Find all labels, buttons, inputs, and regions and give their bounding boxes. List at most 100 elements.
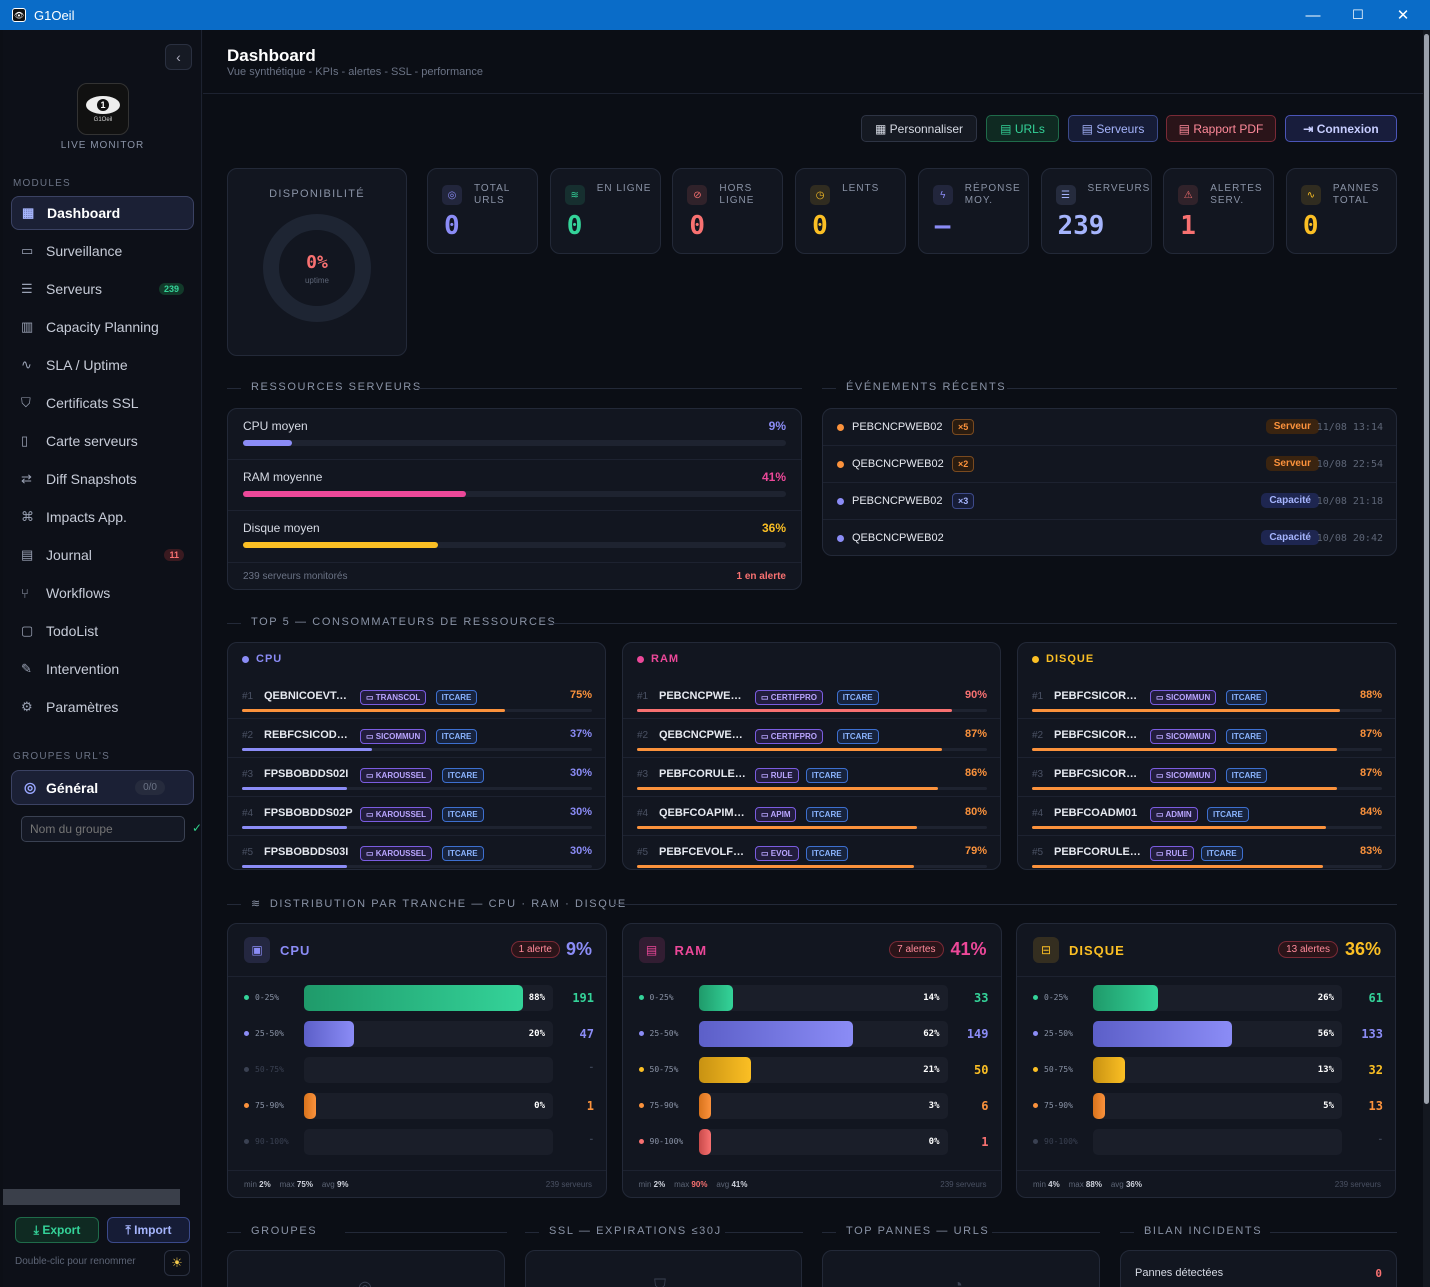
range-count: 191 (572, 991, 594, 1005)
cpu-icon: ▣ (244, 937, 270, 963)
import-button[interactable]: ⤒ Import (107, 1217, 190, 1243)
sidebar-item-intervention[interactable]: ✎ Intervention (11, 652, 194, 686)
top5-row[interactable]: #5 PEBFCEVOLFR… ▭ EVOL ITCARE 79% (637, 836, 987, 875)
globe-icon: ◎ (442, 185, 462, 205)
serveurs-button[interactable]: ▤ Serveurs (1068, 115, 1158, 142)
top5-row[interactable]: #1 PEBFCSICORD… ▭ SICOMMUN ITCARE 88% (1018, 680, 1395, 719)
usage-bar-fill (637, 787, 938, 790)
group-item-general[interactable]: ◎ Général 0/0 (11, 770, 194, 805)
group-count: 0/0 (135, 780, 165, 795)
close-button[interactable]: ✕ (1396, 7, 1410, 24)
sidebar-item-surveillance[interactable]: ▭ Surveillance (11, 234, 194, 268)
top5-row[interactable]: #5 FPSBOBDDS03I ▭ KAROUSSEL ITCARE 30% (242, 836, 592, 875)
top5-row[interactable]: #2 REBFCSICODB… ▭ SICOMMUN ITCARE 37% (228, 719, 605, 758)
sidebar-item-sla-uptime[interactable]: ∿ SLA / Uptime (11, 348, 194, 382)
server-name: FPSBOBDDS02P (264, 807, 353, 819)
window-title: G1Oeil (34, 7, 75, 23)
scrollbar-thumb[interactable] (1424, 34, 1429, 1104)
vertical-scrollbar[interactable] (1423, 30, 1430, 1287)
top5-row[interactable]: #1 PEBCNCPWEB… ▭ CERTIFPRO ITCARE 90% (623, 680, 1000, 719)
tag-icon: ▭ (1156, 810, 1166, 819)
sidebar-item-impacts-app-[interactable]: ⌘ Impacts App. (11, 500, 194, 534)
usage-bar (242, 826, 592, 829)
tag-icon: ▭ (1156, 693, 1166, 702)
globe-icon: ◎ (358, 1277, 372, 1287)
usage-bar-fill (1032, 787, 1337, 790)
top5-row[interactable]: #3 PEBFCORULEE… ▭ RULE ITCARE 86% (623, 758, 1000, 797)
event-status-dot (837, 535, 844, 542)
usage-value: 90% (964, 689, 987, 701)
minimize-button[interactable]: — (1305, 6, 1321, 24)
usage-value: 30% (569, 845, 592, 857)
tag-icon: ▭ (761, 771, 771, 780)
sidebar-item-diff-snapshots[interactable]: ⇄ Diff Snapshots (11, 462, 194, 496)
range-percent: 21% (923, 1065, 940, 1075)
tag-icon: ▭ (1156, 771, 1166, 780)
horizontal-scrollbar[interactable] (3, 1189, 180, 1205)
team-badge: ITCARE (1225, 690, 1268, 705)
rank: #1 (1032, 691, 1044, 702)
tag-icon: ▭ (761, 732, 771, 741)
urls-button[interactable]: ▤ URLs (986, 115, 1059, 142)
range-dot (638, 995, 644, 1000)
sidebar-item-label: Workflows (46, 585, 111, 601)
range-dot (638, 1139, 644, 1144)
sidebar-item-journal[interactable]: ▤ Journal 11 (11, 538, 194, 572)
range-bar-fill (304, 985, 524, 1011)
range-count: 133 (1361, 1027, 1383, 1041)
range-bar-fill (1093, 985, 1158, 1011)
top5-panel-cpu: CPU #1 QEBNICOEVTA… ▭ TRANSCOL ITCARE 75% #2 RE… (227, 642, 606, 870)
group-name-input[interactable] (21, 816, 185, 842)
theme-toggle-sun-icon[interactable]: ☀ (164, 1250, 190, 1276)
personnaliser-button[interactable]: ▦ Personnaliser (861, 115, 977, 142)
sidebar-item-dashboard[interactable]: ▦ Dashboard (11, 196, 194, 230)
sidebar-item-serveurs[interactable]: ☰ Serveurs 239 (11, 272, 194, 306)
team-badge: ITCARE (805, 846, 848, 861)
event-row[interactable]: PEBCNCPWEB02 ×5 Serveur 11/08 13:14 (823, 409, 1396, 446)
top5-row[interactable]: #5 PEBFCORULEE… ▭ RULE ITCARE 83% (1032, 836, 1382, 875)
event-multiplier: ×3 (952, 493, 975, 509)
sidebar-item-workflows[interactable]: ⑂ Workflows (11, 576, 194, 610)
sidebar-item-todolist[interactable]: ▢ TodoList (11, 614, 194, 648)
range-label: 90-100% (255, 1137, 289, 1146)
tag-icon: ▭ (366, 732, 376, 741)
top5-row[interactable]: #3 PEBFCSICORD… ▭ SICOMMUN ITCARE 87% (1018, 758, 1395, 797)
team-badge: ITCARE (836, 690, 879, 705)
kpi-label: EN LIGNE (596, 183, 652, 194)
rapport-pdf-button[interactable]: ▤ Rapport PDF (1166, 115, 1276, 142)
event-row[interactable]: PEBCNCPWEB02 ×3 Capacité 10/08 21:18 (823, 483, 1396, 520)
top5-row[interactable]: #1 QEBNICOEVTA… ▭ TRANSCOL ITCARE 75% (228, 680, 605, 719)
collapse-sidebar-button[interactable]: ‹ (165, 44, 192, 70)
event-type-badge: Serveur (1265, 419, 1319, 434)
sidebar-item-label: Certificats SSL (46, 395, 139, 411)
range-percent: 0% (534, 1101, 545, 1111)
kpi-value: 0 (444, 211, 460, 241)
event-row[interactable]: QEBCNCPWEB02 ×2 Serveur 10/08 22:54 (823, 446, 1396, 483)
sidebar: ‹ 1 G1Oeil LIVE MONITOR MODULES ▦ Dashboa… (3, 30, 202, 1287)
sidebar-item-capacity-planning[interactable]: ▥ Capacity Planning (11, 310, 194, 344)
top5-row[interactable]: #2 QEBCNCPWEB… ▭ CERTIFPRO ITCARE 87% (623, 719, 1000, 758)
groups-label: GROUPES URL'S (13, 751, 110, 762)
check-icon[interactable]: ✓ (192, 821, 203, 835)
sidebar-item-param-tres[interactable]: ⚙ Paramètres (11, 690, 194, 724)
top5-panel-disque: DISQUE #1 PEBFCSICORD… ▭ SICOMMUN ITCARE 88% #… (1017, 642, 1396, 870)
sidebar-item-certificats-ssl[interactable]: ⛉ Certificats SSL (11, 386, 194, 420)
kpi-card-en-ligne: ≋ EN LIGNE 0 (549, 168, 661, 254)
top5-row[interactable]: #4 FPSBOBDDS02P ▭ KAROUSSEL ITCARE 30% (228, 797, 605, 836)
range-bar: 56% (1093, 1021, 1342, 1047)
maximize-button[interactable]: ☐ (1352, 7, 1364, 22)
server-name: FPSBOBDDS03I (264, 846, 349, 858)
server-name: FPSBOBDDS02I (264, 768, 349, 780)
export-button[interactable]: ⤓ Export (15, 1217, 99, 1243)
connexion-button[interactable]: ⇥ Connexion (1285, 115, 1397, 142)
event-time: 10/08 21:18 (1316, 496, 1383, 507)
top5-row[interactable]: #4 PEBFCOADM01 ▭ ADMIN ITCARE 84% (1018, 797, 1395, 836)
app-badge: ▭ EVOL (755, 846, 799, 861)
app-badge: ▭ TRANSCOL (360, 690, 427, 705)
top5-row[interactable]: #3 FPSBOBDDS02I ▭ KAROUSSEL ITCARE 30% (228, 758, 605, 797)
event-row[interactable]: QEBCNCPWEB02 Capacité 10/08 20:42 (837, 520, 1383, 557)
sidebar-item-carte-serveurs[interactable]: ▯ Carte serveurs (11, 424, 194, 458)
top5-row[interactable]: #4 QEBFCOAPIME… ▭ APIM ITCARE 80% (623, 797, 1000, 836)
app-eye-icon: 👁 (12, 8, 26, 22)
top5-row[interactable]: #2 PEBFCSICORD… ▭ SICOMMUN ITCARE 87% (1018, 719, 1395, 758)
